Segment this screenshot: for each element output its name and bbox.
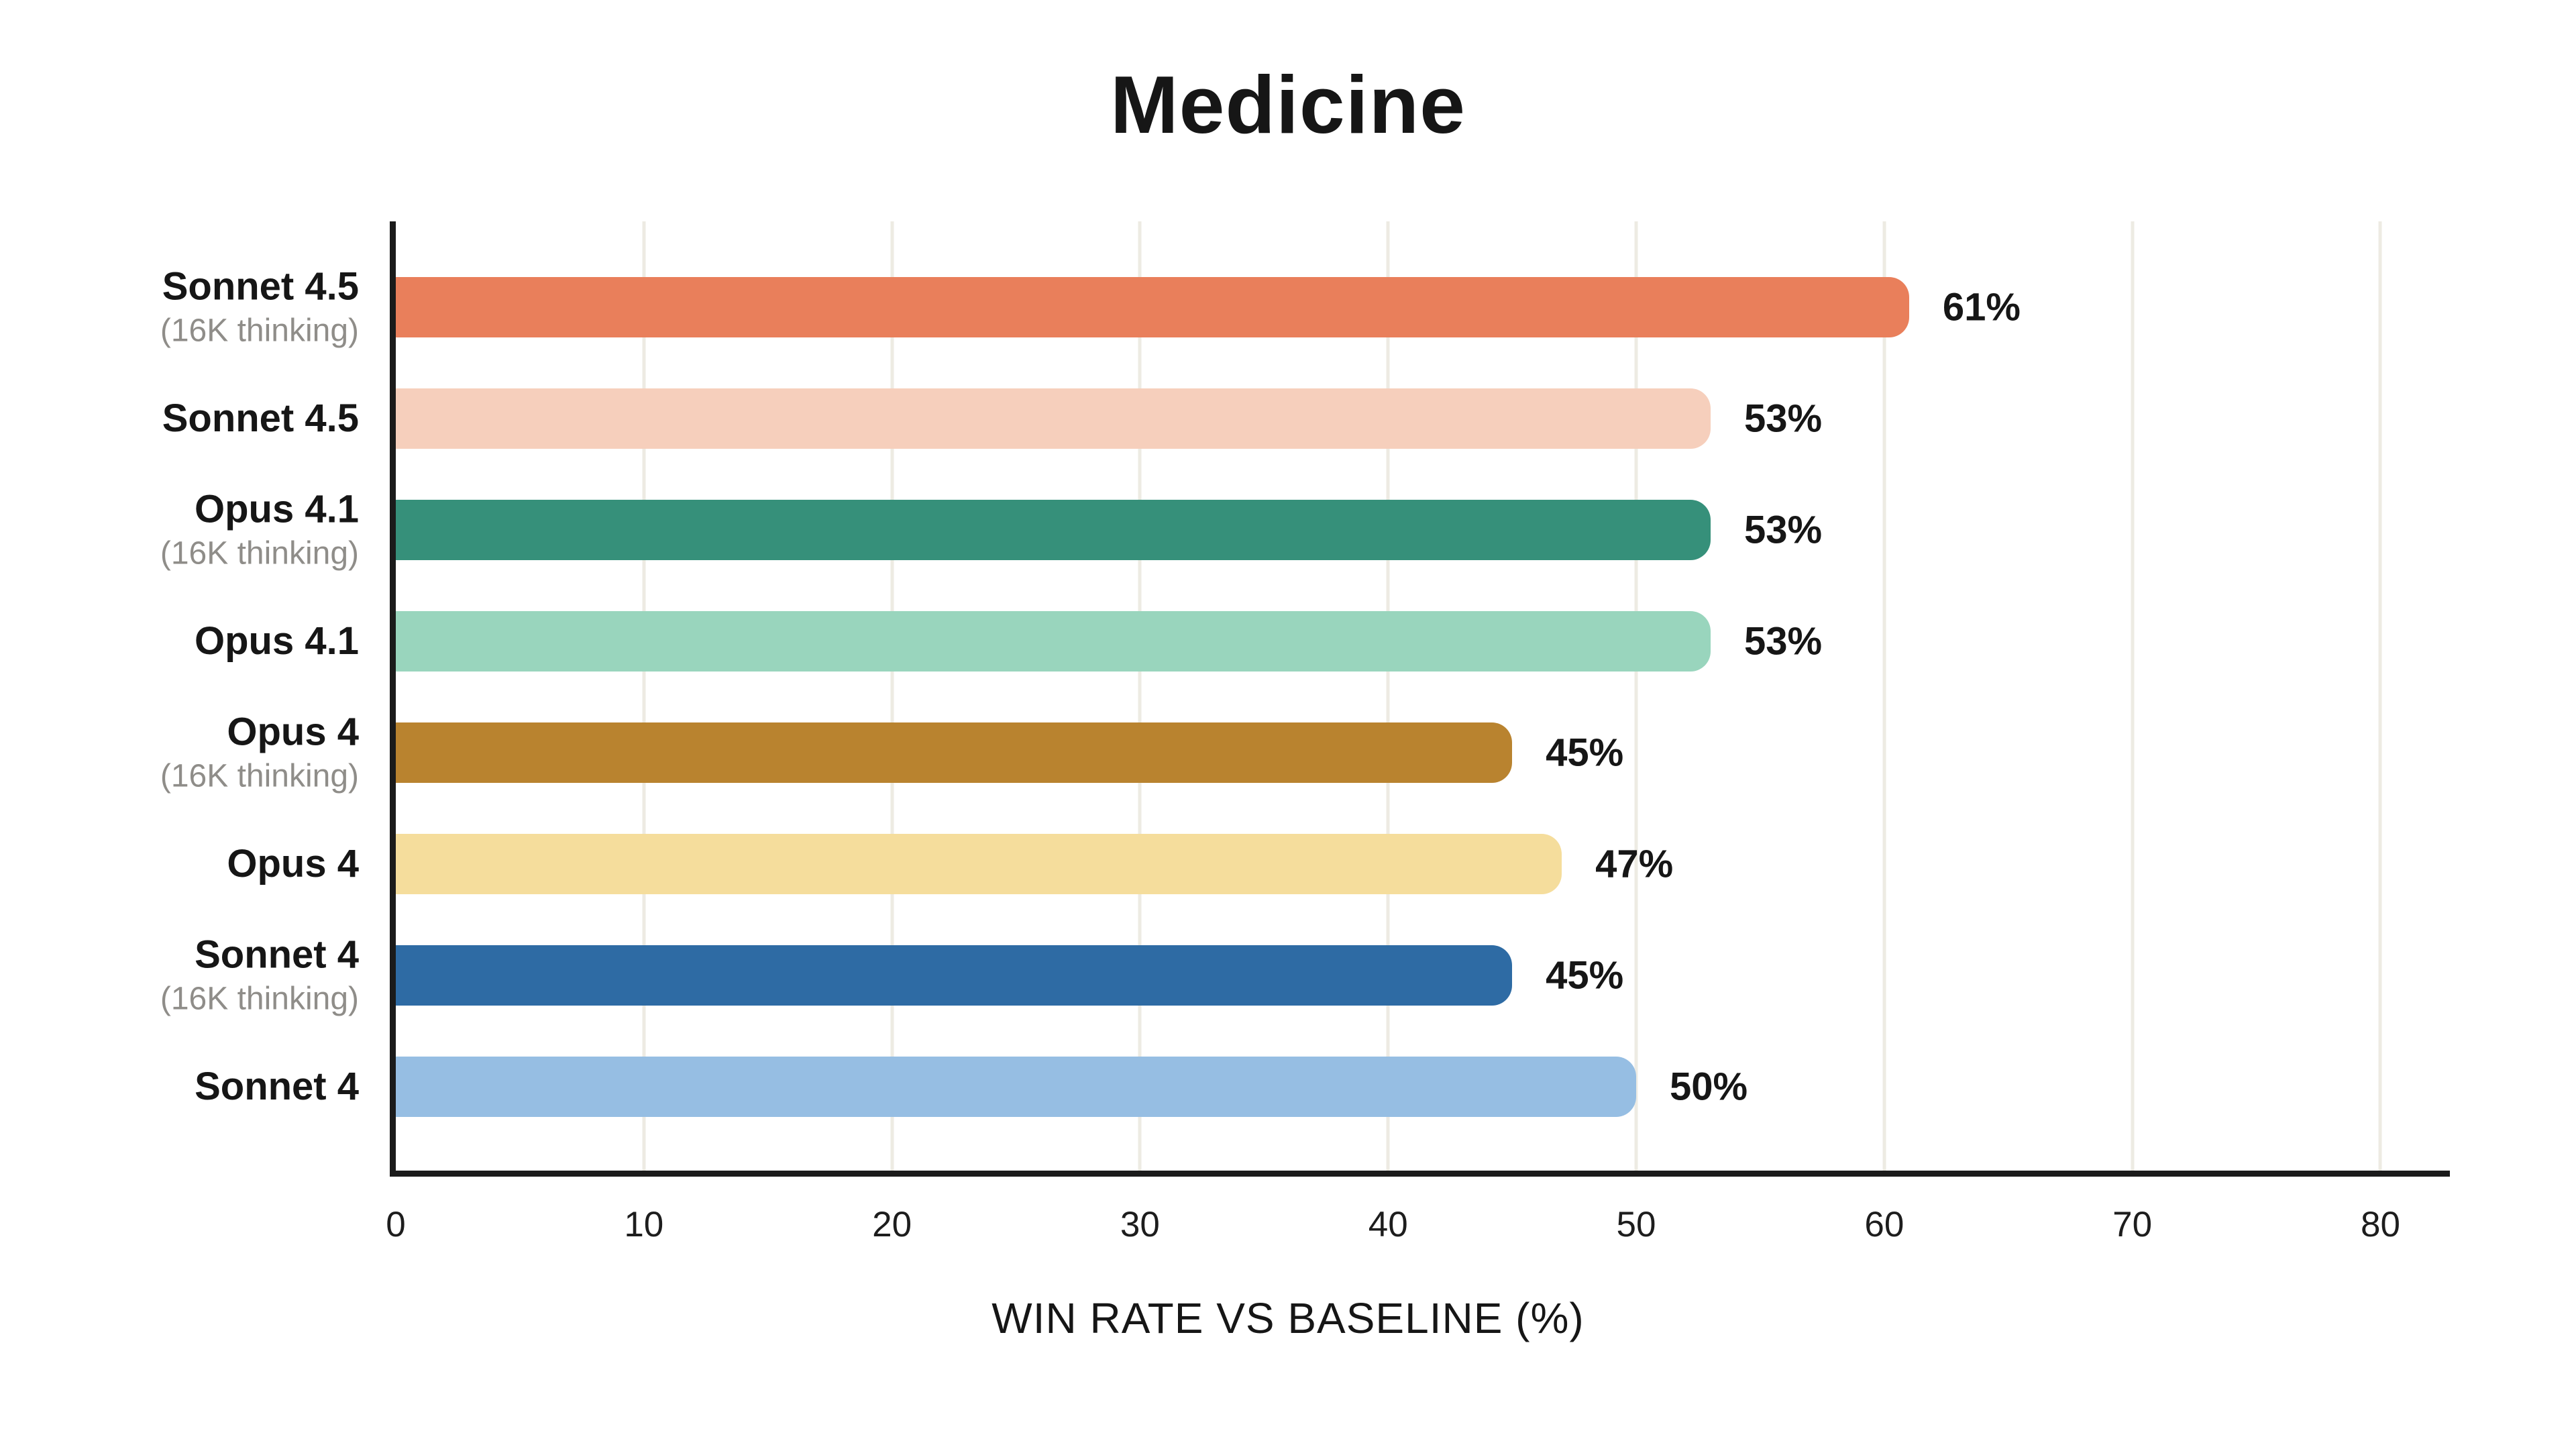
value-label: 53% [1743,619,1823,663]
bar [396,611,1711,672]
x-tick-labels: 0 10 20 30 40 50 60 70 80 [386,1204,2450,1251]
x-tick-label: 40 [1368,1205,1408,1244]
bar-rows: Sonnet 4.5 (16K thinking) 61% Sonnet 4.5 53%… [160,221,2450,1171]
y-axis-label: Opus 4.1 [0,620,359,663]
gridline [2378,221,2382,1171]
y-axis-label-main: Sonnet 4.5 [162,396,359,441]
bar [396,722,1513,783]
bar-row: Sonnet 4.5 53% [162,388,2450,449]
bar [396,945,1513,1006]
x-tick-label: 0 [386,1205,406,1244]
y-axis-label: Sonnet 4 (16K thinking) [0,932,359,1018]
bar-row: Opus 4.1 (16K thinking) 53% [160,488,2450,571]
y-axis-label-main: Sonnet 4 [195,1065,359,1109]
gridline [1882,221,1886,1171]
value-label: 47% [1595,842,1674,886]
plot-area: Sonnet 4.5 (16K thinking) 61% Sonnet 4.5 53%… [160,221,2450,1177]
bar [396,834,1562,894]
bar-row: Opus 4.1 53% [195,611,2450,672]
value-label: 45% [1546,953,1624,998]
y-axis-label-main: Sonnet 4 [195,932,359,977]
y-axis-label-sub: (16K thinking) [160,535,359,572]
value-label: 50% [1670,1065,1748,1109]
bar-row: Sonnet 4 (16K thinking) 45% [160,933,2450,1016]
x-tick-label: 60 [1864,1205,1904,1244]
y-axis-label: Sonnet 4.5 [0,397,359,440]
y-axis-label-main: Opus 4 [227,710,359,754]
bar [396,388,1711,449]
bar [396,277,1909,337]
gridline [890,221,894,1171]
y-axis-label-main: Opus 4.1 [195,487,359,531]
x-tick-label: 80 [2360,1205,2400,1244]
y-axis-label-sub: (16K thinking) [160,981,359,1017]
bar-row: Sonnet 4 50% [195,1057,2450,1117]
bar-row: Opus 4 47% [227,834,2450,894]
gridline [1634,221,1638,1171]
x-axis-title: WIN RATE VS BASELINE (%) [991,1294,1585,1342]
y-axis-label-main: Sonnet 4.5 [162,264,359,309]
y-axis-label: Sonnet 4 [0,1065,359,1108]
x-tick-label: 30 [1120,1205,1160,1244]
value-label: 53% [1743,508,1823,552]
y-axis-line [390,221,396,1177]
y-axis-label: Opus 4 (16K thinking) [0,710,359,795]
x-tick-label: 50 [1616,1205,1656,1244]
x-tick-label: 10 [624,1205,664,1244]
gridline [1386,221,1390,1171]
bar-row: Sonnet 4.5 (16K thinking) 61% [160,265,2450,348]
x-tick-label: 70 [2112,1205,2153,1244]
y-axis-label-sub: (16K thinking) [160,758,359,794]
gridline [1138,221,1142,1171]
x-axis-line [390,1171,2450,1177]
y-axis-label-main: Opus 4 [227,842,359,886]
chart-title: Medicine [1110,59,1466,150]
y-axis-label: Opus 4 [0,843,359,885]
y-axis-label-sub: (16K thinking) [160,313,359,349]
y-axis-label: Sonnet 4.5 (16K thinking) [0,264,359,350]
value-label: 61% [1942,285,2021,329]
value-label: 45% [1546,731,1624,775]
y-axis-label: Opus 4.1 (16K thinking) [0,488,359,572]
bar [396,500,1711,560]
gridline [642,221,646,1171]
bar [396,1057,1637,1117]
gridline [2131,221,2135,1171]
bar-row: Opus 4 (16K thinking) 45% [160,710,2450,794]
value-label: 53% [1743,396,1823,441]
y-axis-label-main: Opus 4.1 [195,619,359,663]
x-tick-label: 20 [872,1205,912,1244]
